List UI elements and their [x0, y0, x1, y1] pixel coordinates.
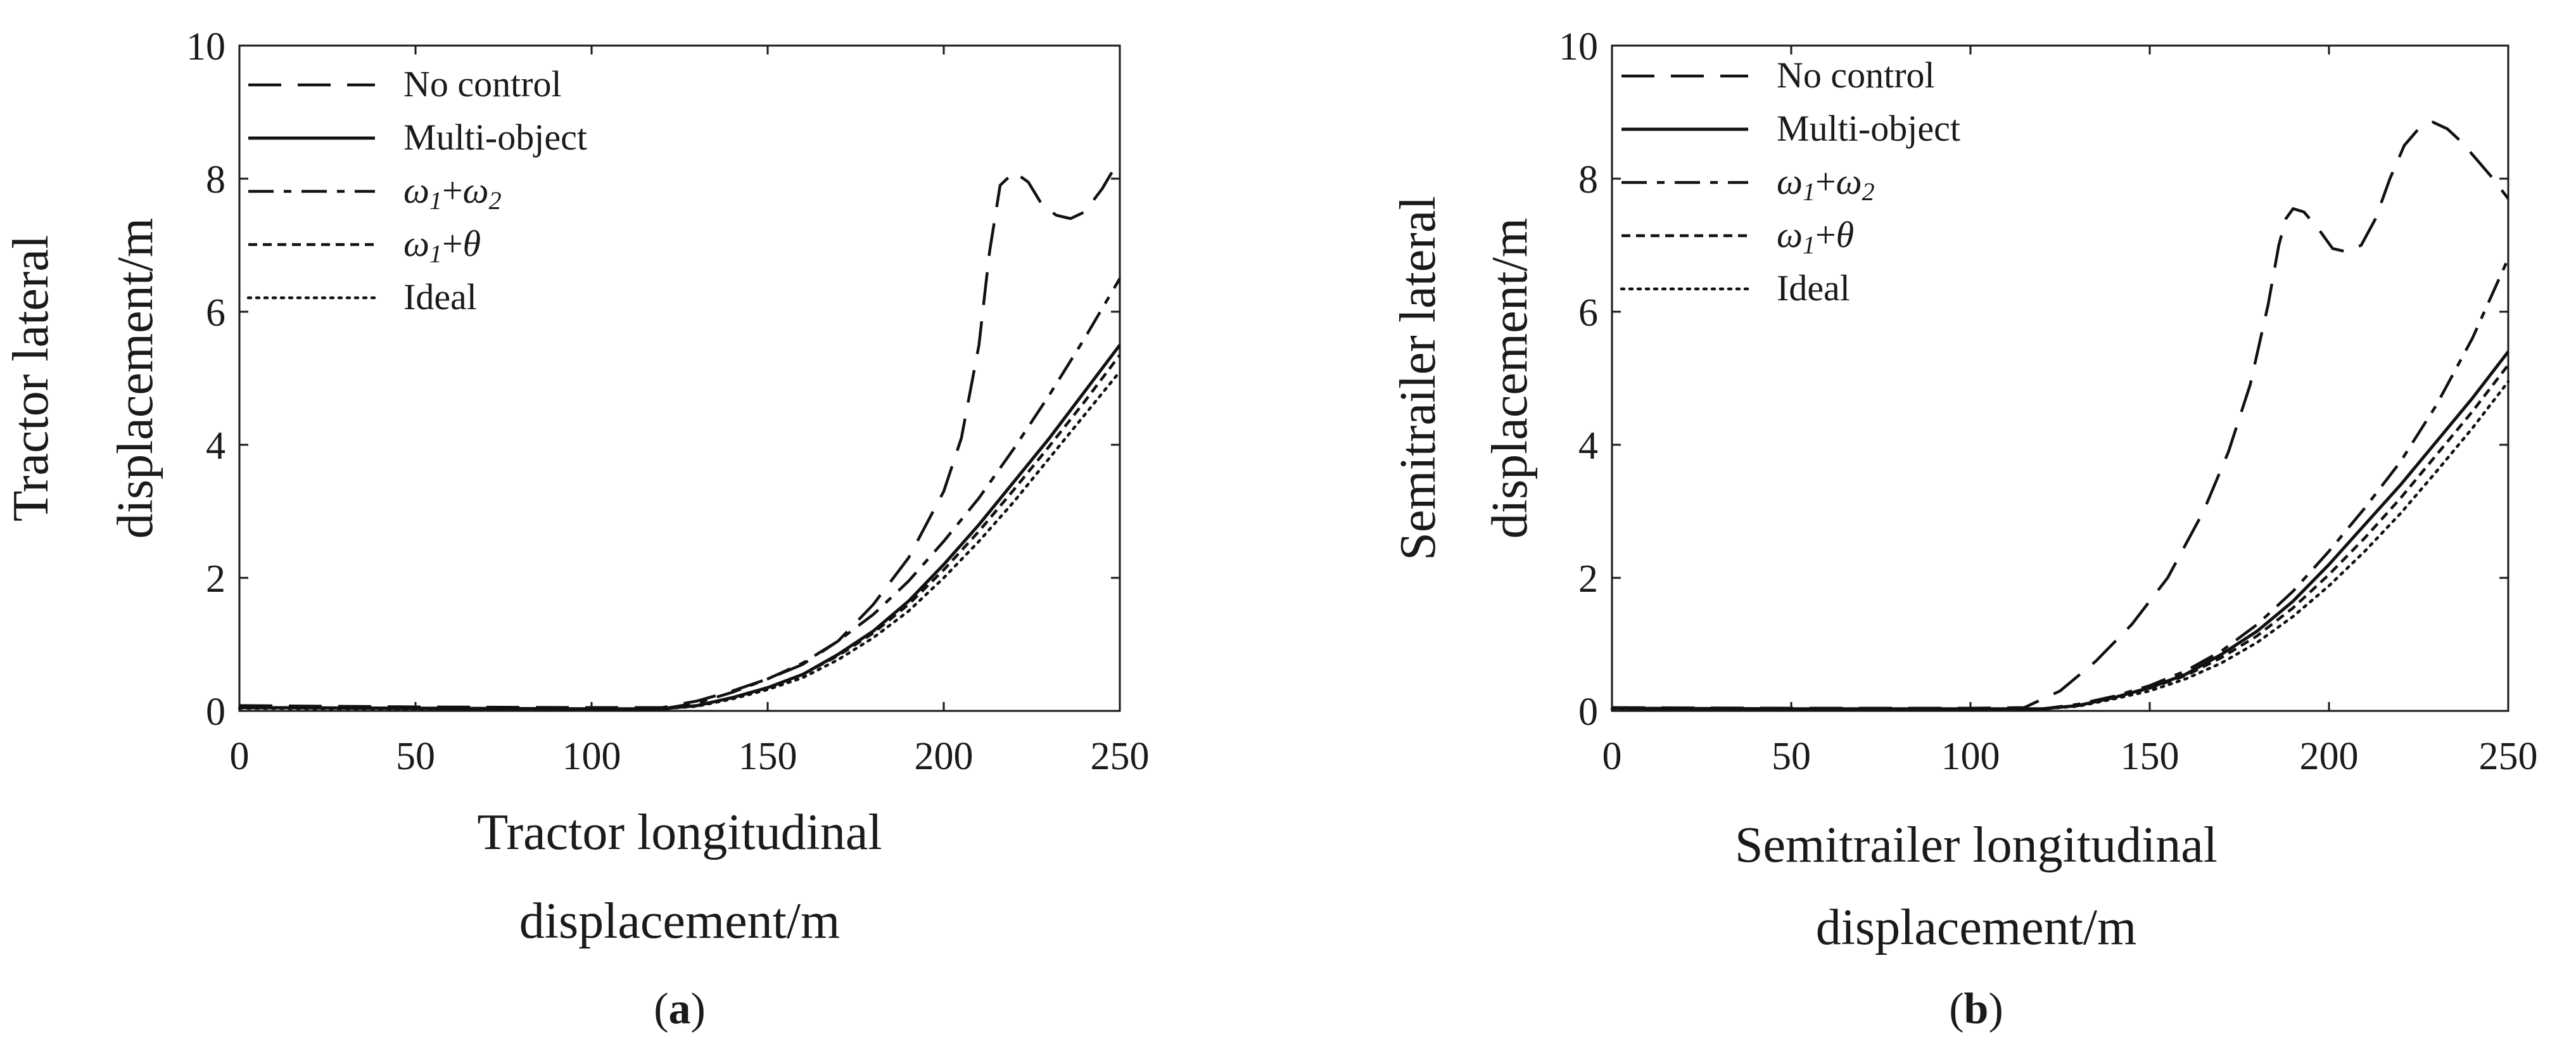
x-tick-label: 0 — [1602, 735, 1622, 778]
x-tick-label: 250 — [2479, 735, 2538, 778]
series-line-shortdash — [239, 354, 1121, 711]
x-tick-label: 50 — [1772, 735, 1811, 778]
panel-caption: (b) — [1949, 985, 2003, 1033]
y-tick-label: 4 — [206, 425, 225, 468]
panel-letter: a — [669, 985, 691, 1033]
y-tick-label: 2 — [1578, 558, 1598, 601]
legend-label: ω1+θ — [1777, 214, 1854, 259]
series-line-longdash — [1611, 120, 2509, 710]
legend-label: Multi-object — [1777, 108, 1960, 149]
x-tick-label: 0 — [230, 735, 250, 778]
x-axis-label: displacement/m — [1816, 900, 2137, 955]
legend: No control Multi-object ω1+ω2 ω1+θ Ideal — [246, 63, 587, 317]
panel-caption: (a) — [654, 985, 706, 1033]
y-tick-label: 10 — [186, 25, 225, 68]
y-tick-label: 0 — [206, 691, 225, 734]
x-tick-label: 100 — [562, 735, 621, 778]
legend: No control Multi-object ω1+ω2 ω1+θ Ideal — [1620, 54, 1960, 309]
x-axis-label: Tractor longitudinal — [477, 805, 882, 860]
legend-label: No control — [1777, 54, 1935, 96]
plot-frame — [1611, 44, 2509, 712]
series-line-dotted — [1610, 380, 2510, 711]
y-tick-label: 8 — [206, 158, 225, 201]
legend-label: ω1+ω2 — [1777, 161, 1875, 206]
y-axis-label: displacement/m — [108, 218, 163, 539]
y-tick-label: 10 — [1559, 25, 1598, 68]
y-tick-label: 8 — [1578, 158, 1598, 201]
series-line-solid — [239, 343, 1121, 711]
x-tick-label: 200 — [2300, 735, 2359, 778]
x-tick-label: 150 — [2121, 735, 2179, 778]
y-tick-label: 6 — [1578, 291, 1598, 335]
y-tick-label: 4 — [1578, 425, 1598, 468]
legend-label: No control — [403, 63, 562, 105]
legend-label: Ideal — [403, 276, 477, 317]
panel-a-tractor-chart: 0 50 100 150 200 250 0 2 4 6 8 10 No control Multi-ob… — [3, 25, 1150, 1033]
legend-label: ω1+ω2 — [403, 170, 502, 215]
series-line-shortdash — [1611, 364, 2509, 711]
y-tick-label: 0 — [1578, 691, 1598, 734]
legend-label: Multi-object — [403, 117, 587, 158]
panel-letter: b — [1964, 985, 1989, 1033]
x-axis-label: Semitrailer longitudinal — [1735, 817, 2218, 873]
x-tick-label: 150 — [739, 735, 797, 778]
x-tick-label: 200 — [915, 735, 974, 778]
y-axis-label: Semitrailer lateral — [1390, 196, 1446, 560]
series-line-solid — [1611, 350, 2509, 711]
legend-label: ω1+θ — [403, 223, 481, 268]
series-line-dashdot — [239, 278, 1121, 711]
x-tick-label: 100 — [1941, 735, 2000, 778]
x-axis-label: displacement/m — [519, 893, 841, 949]
legend-label: Ideal — [1777, 267, 1850, 309]
y-tick-label: 6 — [206, 291, 225, 335]
y-axis-label: displacement/m — [1482, 218, 1538, 539]
series-line-dashdot — [1611, 258, 2510, 711]
y-axis-label: Tractor lateral — [3, 235, 59, 521]
plot-frame — [238, 44, 1121, 712]
panel-b-semitrailer-chart: 0 50 100 150 200 250 0 2 4 6 8 10 No control Multi-ob… — [1390, 25, 2538, 1033]
series-line-longdash — [239, 158, 1121, 710]
x-tick-label: 50 — [396, 735, 435, 778]
y-tick-label: 2 — [206, 558, 225, 601]
x-tick-label: 250 — [1091, 735, 1150, 778]
series-line-dotted — [238, 370, 1122, 711]
